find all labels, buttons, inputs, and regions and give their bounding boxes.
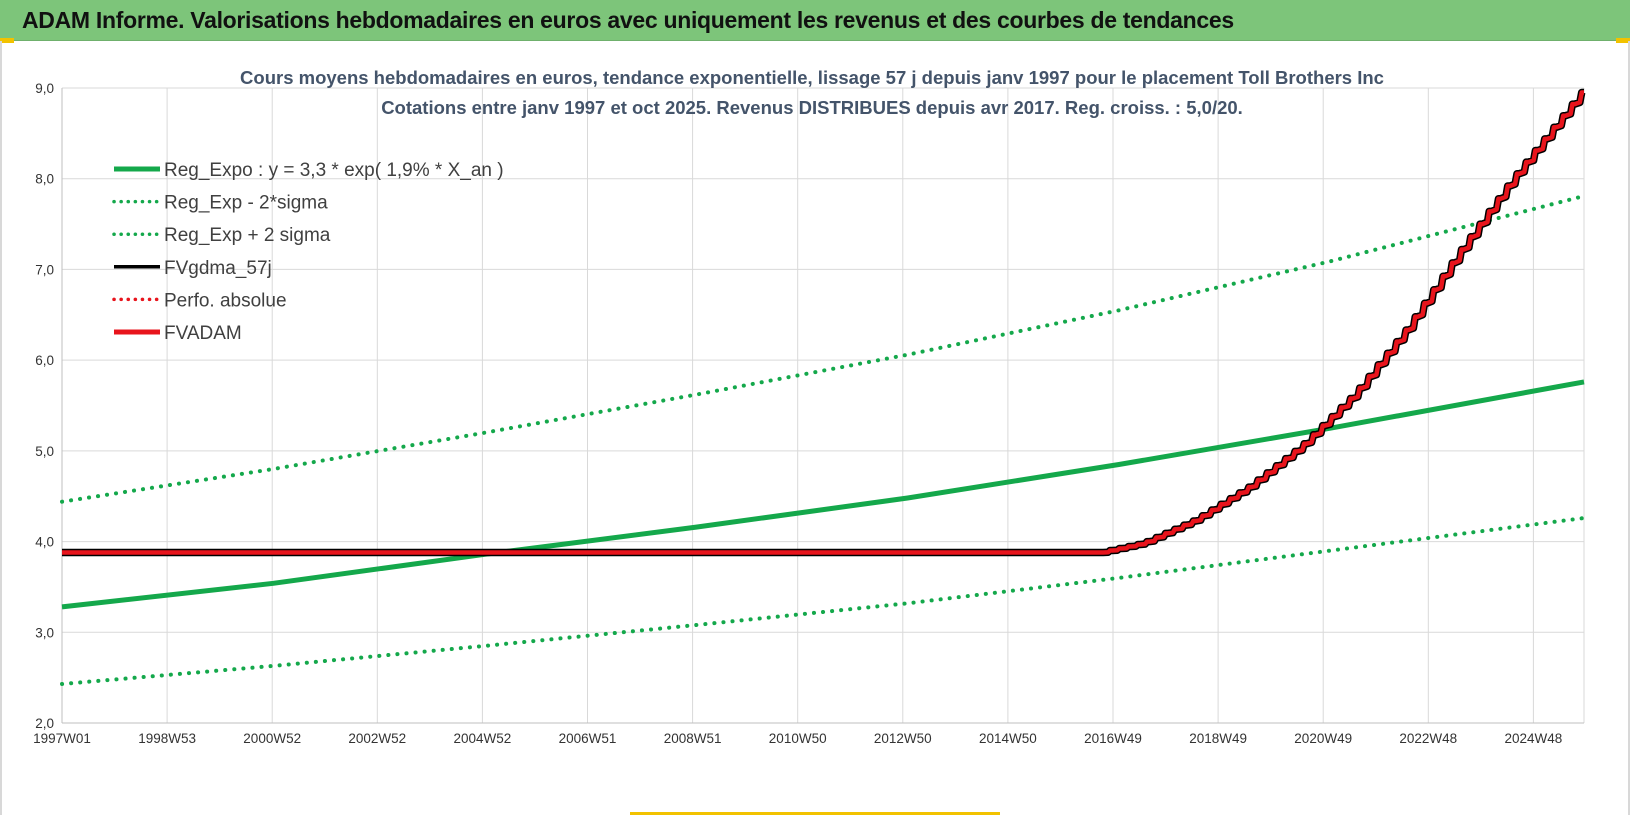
x-tick-label: 2008W51 [664, 731, 722, 746]
x-tick-label: 1997W01 [33, 731, 91, 746]
chart-frame: 2,0 3,0 4,0 5,0 6,0 7,0 8,0 9,0 1997W01 1998W53 20… [0, 41, 1630, 815]
corner-marker-right [1616, 38, 1630, 43]
x-tick-label: 2002W52 [348, 731, 406, 746]
corner-marker-bottom [630, 812, 1000, 815]
series-line-1 [60, 516, 1586, 686]
chart-subtitle: Cotations entre janv 1997 et oct 2025. R… [381, 97, 1243, 118]
legend-label: FVgdma_57j [164, 258, 272, 279]
x-tick-label: 2012W50 [874, 731, 932, 746]
x-tick-label: 2006W51 [559, 731, 617, 746]
x-tick-label: 2016W49 [1084, 731, 1142, 746]
legend-label: Perfo. absolue [164, 290, 287, 311]
header-bar: ADAM Informe. Valorisations hebdomadaire… [0, 0, 1630, 41]
x-tick-label: 2000W52 [243, 731, 301, 746]
x-tick-label: 2020W49 [1294, 731, 1352, 746]
legend: Reg_Expo : y = 3,3 * exp( 1,9% * X_an ) R… [112, 160, 504, 344]
y-tick-label: 3,0 [35, 625, 54, 640]
y-tick-label: 8,0 [35, 172, 54, 187]
x-tick-label: 2014W50 [979, 731, 1037, 746]
y-tick-label: 4,0 [35, 535, 54, 550]
y-tick-label: 2,0 [35, 716, 54, 731]
y-tick-label: 6,0 [35, 353, 54, 368]
x-tick-label: 1998W53 [138, 731, 196, 746]
x-tick-label: 2018W49 [1189, 731, 1247, 746]
series-line-2 [60, 194, 1586, 504]
series-line-5 [62, 90, 1584, 555]
x-tick-label: 2004W52 [454, 731, 512, 746]
corner-marker-left [0, 38, 14, 43]
x-tick-label: 2024W48 [1505, 731, 1563, 746]
chart-svg: 2,0 3,0 4,0 5,0 6,0 7,0 8,0 9,0 1997W01 1998W53 20… [33, 67, 1586, 746]
y-tick-label: 7,0 [35, 262, 54, 277]
axis-layer: 2,0 3,0 4,0 5,0 6,0 7,0 8,0 9,0 1997W01 1998W53 20… [33, 81, 1584, 746]
x-tick-label: 2022W48 [1399, 731, 1457, 746]
legend-label: Reg_Expo : y = 3,3 * exp( 1,9% * X_an ) [164, 160, 504, 181]
y-tick-label: 9,0 [35, 81, 54, 96]
legend-label: Reg_Exp - 2*sigma [164, 193, 328, 214]
chart-title: Cours moyens hebdomadaires en euros, ten… [240, 67, 1384, 88]
series-line-0 [61, 379, 1585, 610]
legend-label: FVADAM [164, 323, 242, 344]
page-title: ADAM Informe. Valorisations hebdomadaire… [22, 7, 1234, 33]
series-layer [60, 88, 1586, 686]
y-tick-label: 5,0 [35, 444, 54, 459]
legend-label: Reg_Exp + 2 sigma [164, 225, 331, 246]
grid-layer [61, 87, 1585, 724]
x-tick-label: 2010W50 [769, 731, 827, 746]
